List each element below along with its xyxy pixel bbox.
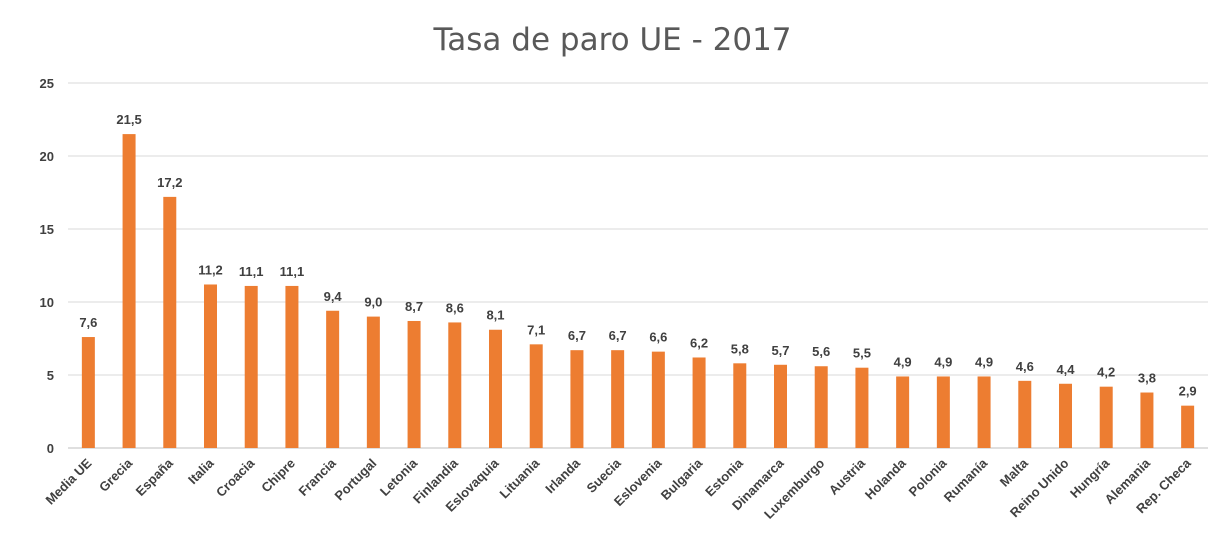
x-tick-label: Chipre [258,456,298,496]
bar [81,337,95,448]
bar [1099,386,1113,448]
x-tick-label: Lituania [496,455,542,501]
data-label: 3,8 [1138,371,1156,386]
bar [407,320,421,448]
bar [936,376,950,448]
x-tick-label: España [133,455,177,499]
data-label: 4,9 [894,354,912,369]
y-tick-label: 5 [47,368,54,383]
bar [489,329,502,448]
data-label: 8,6 [446,300,464,315]
bar [733,363,747,448]
chart-title: Tasa de paro UE - 2017 [433,22,792,58]
data-label: 7,1 [527,322,545,337]
x-tick-label: Suecia [584,455,625,496]
data-label: 9,0 [364,295,382,310]
y-tick-label: 0 [47,441,54,456]
bar [774,364,787,448]
data-label: 11,2 [198,262,223,277]
x-tick-label: Rumanía [941,455,991,505]
data-label: 5,6 [812,344,830,359]
data-label: 7,6 [79,315,97,330]
x-tick-label: Italia [185,455,217,487]
bar [1059,383,1072,448]
data-label: 4,4 [1056,362,1075,377]
bar [529,344,543,448]
bar [896,376,910,448]
data-label: 5,7 [771,343,789,358]
bar [366,316,380,448]
x-tick-label: Grecia [96,455,136,495]
x-tick-label: Bulgaria [658,455,706,503]
bar [1140,392,1154,448]
bar [285,285,299,448]
bar [244,285,258,448]
data-label: 6,7 [568,328,586,343]
data-label: 9,4 [324,289,343,304]
bar [611,350,625,448]
data-label: 5,5 [853,346,871,361]
y-tick-label: 15 [40,222,54,237]
bar [204,284,217,448]
data-label: 6,6 [649,330,667,345]
x-tick-label: Irlanda [542,455,583,496]
data-label: 4,9 [975,354,993,369]
y-tick-label: 10 [40,295,54,310]
data-label: 5,8 [731,341,749,356]
x-tick-label: Croacia [213,455,258,500]
data-label: 2,9 [1179,384,1197,399]
data-label: 17,2 [157,175,182,190]
x-tick-label: Holanda [862,455,909,502]
data-label: 4,2 [1097,365,1115,380]
data-label: 11,1 [280,264,305,279]
x-tick-label: Portugal [332,456,380,504]
x-tick-label: Media UE [42,455,94,507]
data-label: 6,2 [690,335,708,350]
x-tick-label: Malta [997,455,1032,490]
data-label: 4,9 [934,354,952,369]
bar [1181,405,1195,448]
bar [163,196,177,448]
y-tick-label: 20 [40,149,54,164]
data-label: 8,1 [486,308,504,323]
bar [448,322,462,448]
bar [814,366,828,448]
bar [692,357,706,448]
data-label: 11,1 [239,264,264,279]
data-label: 4,6 [1016,359,1034,374]
bar [326,310,340,448]
bar [855,367,869,448]
data-label: 8,7 [405,299,423,314]
bar [651,351,665,448]
data-label: 6,7 [609,328,627,343]
bar [570,350,584,448]
data-label: 21,5 [116,112,141,127]
bar [977,376,991,448]
bar [1018,380,1032,448]
bar [122,134,136,448]
y-tick-label: 25 [40,76,54,91]
